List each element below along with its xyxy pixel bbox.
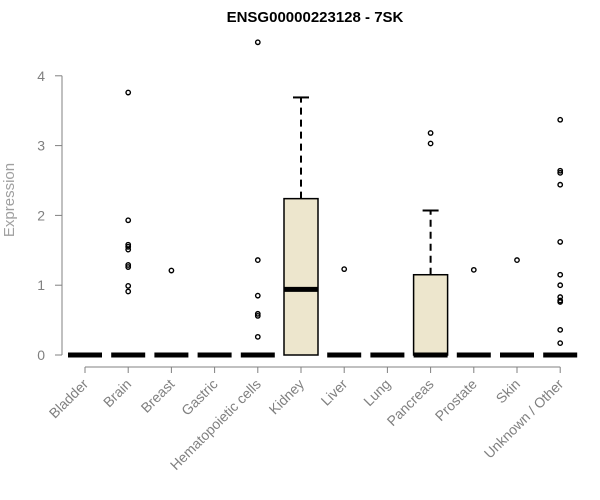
outlier-point	[125, 282, 132, 289]
outlier-point	[557, 169, 564, 176]
outlier-point	[254, 310, 261, 317]
box-group	[327, 266, 362, 358]
box-group	[543, 116, 578, 358]
x-tick-label: Kidney	[266, 376, 308, 418]
outlier-point	[557, 340, 564, 347]
outlier-point	[557, 299, 564, 305]
x-tick-label: Skin	[493, 376, 524, 407]
x-tick-label: Liver	[318, 376, 351, 409]
outlier-point	[125, 262, 132, 268]
outlier-point	[125, 264, 132, 270]
y-tick-label: 2	[37, 207, 45, 223]
box-group	[412, 130, 449, 358]
x-tick-label: Unknown / Other	[481, 376, 567, 462]
y-axis: 0 1 2 3 4	[37, 68, 63, 363]
y-tick-label: 1	[37, 277, 45, 293]
x-tick-label: Brain	[100, 376, 134, 410]
box-group	[283, 96, 319, 356]
outlier-point	[557, 181, 564, 188]
x-tick-label: Bladder	[46, 376, 92, 422]
outlier-point	[557, 271, 564, 278]
y-tick-label: 0	[37, 347, 45, 363]
box-group	[111, 89, 146, 358]
outlier-point	[557, 167, 564, 174]
outlier-point	[514, 257, 520, 263]
x-tick-label: Gastric	[178, 376, 221, 419]
outlier-point	[125, 217, 132, 224]
outlier-point	[557, 326, 564, 333]
x-tick-label: Prostate	[432, 376, 480, 424]
outlier-point	[557, 282, 564, 289]
outlier-point	[427, 130, 434, 136]
outlier-point	[254, 313, 261, 319]
outlier-point	[557, 116, 564, 123]
x-tick-label: Breast	[138, 376, 178, 416]
y-tick-label: 4	[37, 68, 45, 84]
outlier-point	[254, 333, 261, 340]
outlier-point	[125, 246, 132, 253]
box-group	[500, 257, 534, 358]
box	[412, 273, 449, 356]
box-group	[240, 39, 275, 358]
outlier-point	[254, 39, 261, 46]
y-axis-label: Expression	[1, 163, 18, 237]
outlier-point	[125, 89, 132, 96]
outlier-point	[427, 140, 434, 147]
outlier-point	[254, 257, 261, 263]
x-tick-label: Pancreas	[384, 376, 437, 429]
box-group	[456, 266, 491, 358]
outlier-point	[254, 292, 261, 299]
box-group	[154, 267, 189, 358]
outlier-point	[168, 267, 175, 274]
y-tick-label: 3	[37, 138, 45, 154]
outlier-point	[557, 239, 564, 245]
outlier-point	[125, 243, 132, 250]
boxes	[68, 39, 578, 358]
box	[283, 197, 319, 356]
x-tick-label: Lung	[360, 376, 393, 409]
outlier-point	[341, 266, 348, 273]
chart-title: ENSG00000223128 - 7SK	[227, 9, 404, 26]
outlier-point	[470, 266, 477, 273]
outlier-point	[125, 288, 132, 295]
